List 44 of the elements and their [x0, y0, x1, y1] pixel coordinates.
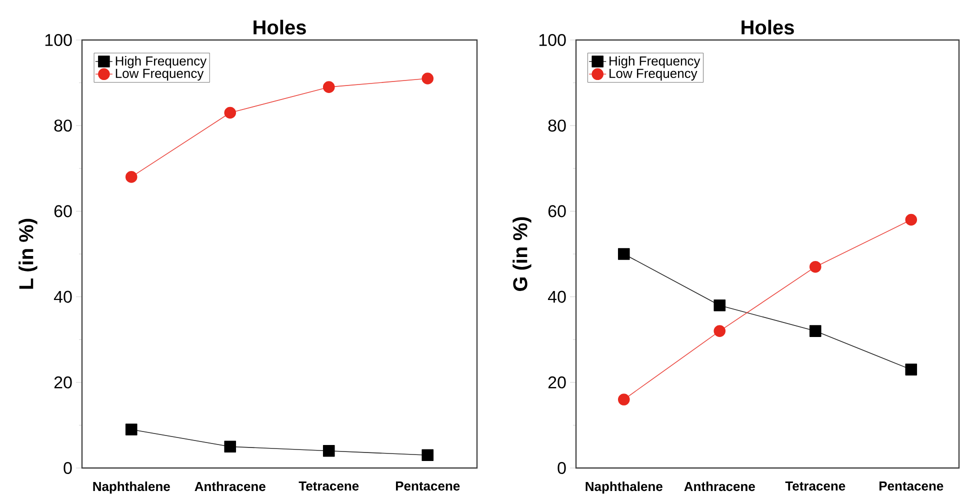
point — [422, 449, 434, 462]
point — [125, 424, 138, 436]
point — [714, 299, 726, 312]
y-tick-label: 100 — [539, 34, 566, 46]
point — [224, 440, 236, 452]
y-tick-label: 80 — [548, 120, 566, 132]
point — [809, 260, 822, 273]
point — [125, 171, 138, 183]
y-tick-label: 100 — [45, 34, 72, 46]
x-tick-label: Naphthalene — [93, 482, 170, 494]
point — [905, 214, 918, 226]
x-tick-label: Pentacene — [879, 482, 944, 491]
y-tick-label: 60 — [54, 205, 72, 218]
y-tick-label: 20 — [548, 376, 566, 388]
y-tick-label: 40 — [548, 290, 566, 303]
legend-label: Low Frequency — [116, 68, 204, 81]
y-tick-label: 0 — [558, 462, 566, 474]
y-tick-label: 60 — [548, 205, 566, 218]
y-axis-title: L (in %) — [18, 218, 38, 289]
point — [322, 81, 335, 93]
y-tick-label: 80 — [54, 120, 72, 132]
x-tick-label: Naphthalene — [586, 482, 662, 494]
y-axis-title: G (in %) — [512, 217, 532, 291]
x-tick-label: Tetracene — [298, 482, 359, 491]
point — [224, 106, 236, 119]
y-tick-label: 20 — [54, 376, 72, 388]
legend-label: High Frequency — [116, 56, 207, 68]
legend-label: High Frequency — [610, 56, 700, 68]
point — [809, 325, 822, 337]
point — [618, 394, 630, 406]
point — [618, 248, 630, 260]
y-tick-label: 40 — [54, 290, 72, 303]
legend-label: Low Frequency — [610, 68, 698, 81]
x-tick-label: Anthracene — [194, 482, 266, 492]
chart-title: Holes — [254, 20, 306, 35]
chart-title: Holes — [742, 20, 794, 35]
point — [322, 444, 335, 457]
x-tick-label: Pentacene — [396, 482, 460, 491]
point — [905, 364, 918, 376]
x-tick-label: Tetracene — [785, 482, 846, 491]
x-tick-label: Anthracene — [684, 482, 755, 492]
point — [422, 72, 434, 84]
point — [714, 325, 726, 337]
y-tick-label: 0 — [64, 462, 72, 474]
